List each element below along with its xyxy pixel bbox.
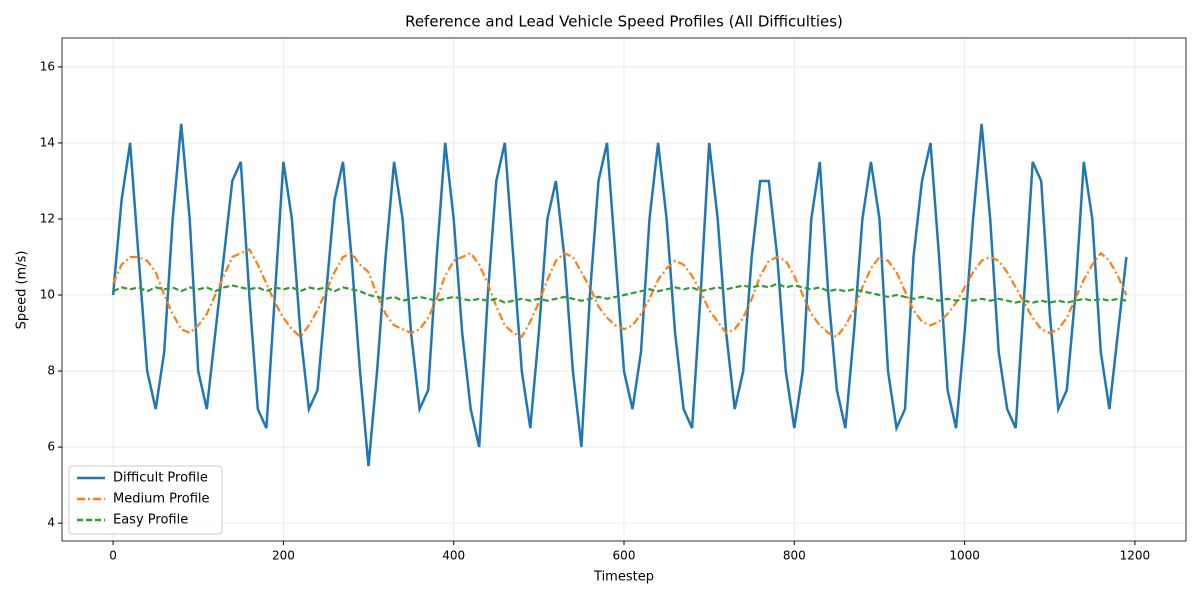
legend-label: Medium Profile xyxy=(113,492,210,507)
y-tick-label: 14 xyxy=(40,135,55,149)
legend-label: Difficult Profile xyxy=(113,471,208,486)
series-line xyxy=(111,123,1128,467)
x-tick-label: 0 xyxy=(109,549,117,563)
y-tick-label: 16 xyxy=(40,59,55,73)
plot-frame xyxy=(61,37,1187,542)
series-line xyxy=(112,282,1127,304)
y-tick-label: 10 xyxy=(40,288,55,302)
x-tick-label: 1000 xyxy=(949,549,980,563)
x-tick-label: 400 xyxy=(442,549,465,563)
legend: Difficult Profile Medium Profile Easy Prof… xyxy=(68,465,223,535)
x-tick-label: 800 xyxy=(783,549,806,563)
y-tick-label: 4 xyxy=(47,516,55,530)
y-tick-label: 6 xyxy=(47,440,55,454)
chart-title: Reference and Lead Vehicle Speed Profile… xyxy=(405,13,843,31)
x-tick-label: 600 xyxy=(613,549,636,563)
y-axis-label: Speed (m/s) xyxy=(15,251,30,330)
legend-box xyxy=(68,465,223,535)
x-axis-label: Timestep xyxy=(593,570,654,585)
y-tick-label: 12 xyxy=(40,211,55,225)
x-tick-label: 200 xyxy=(272,549,295,563)
y-tick-label: 8 xyxy=(47,364,55,378)
legend-label: Easy Profile xyxy=(113,513,188,528)
x-tick-label: 1200 xyxy=(1120,549,1151,563)
